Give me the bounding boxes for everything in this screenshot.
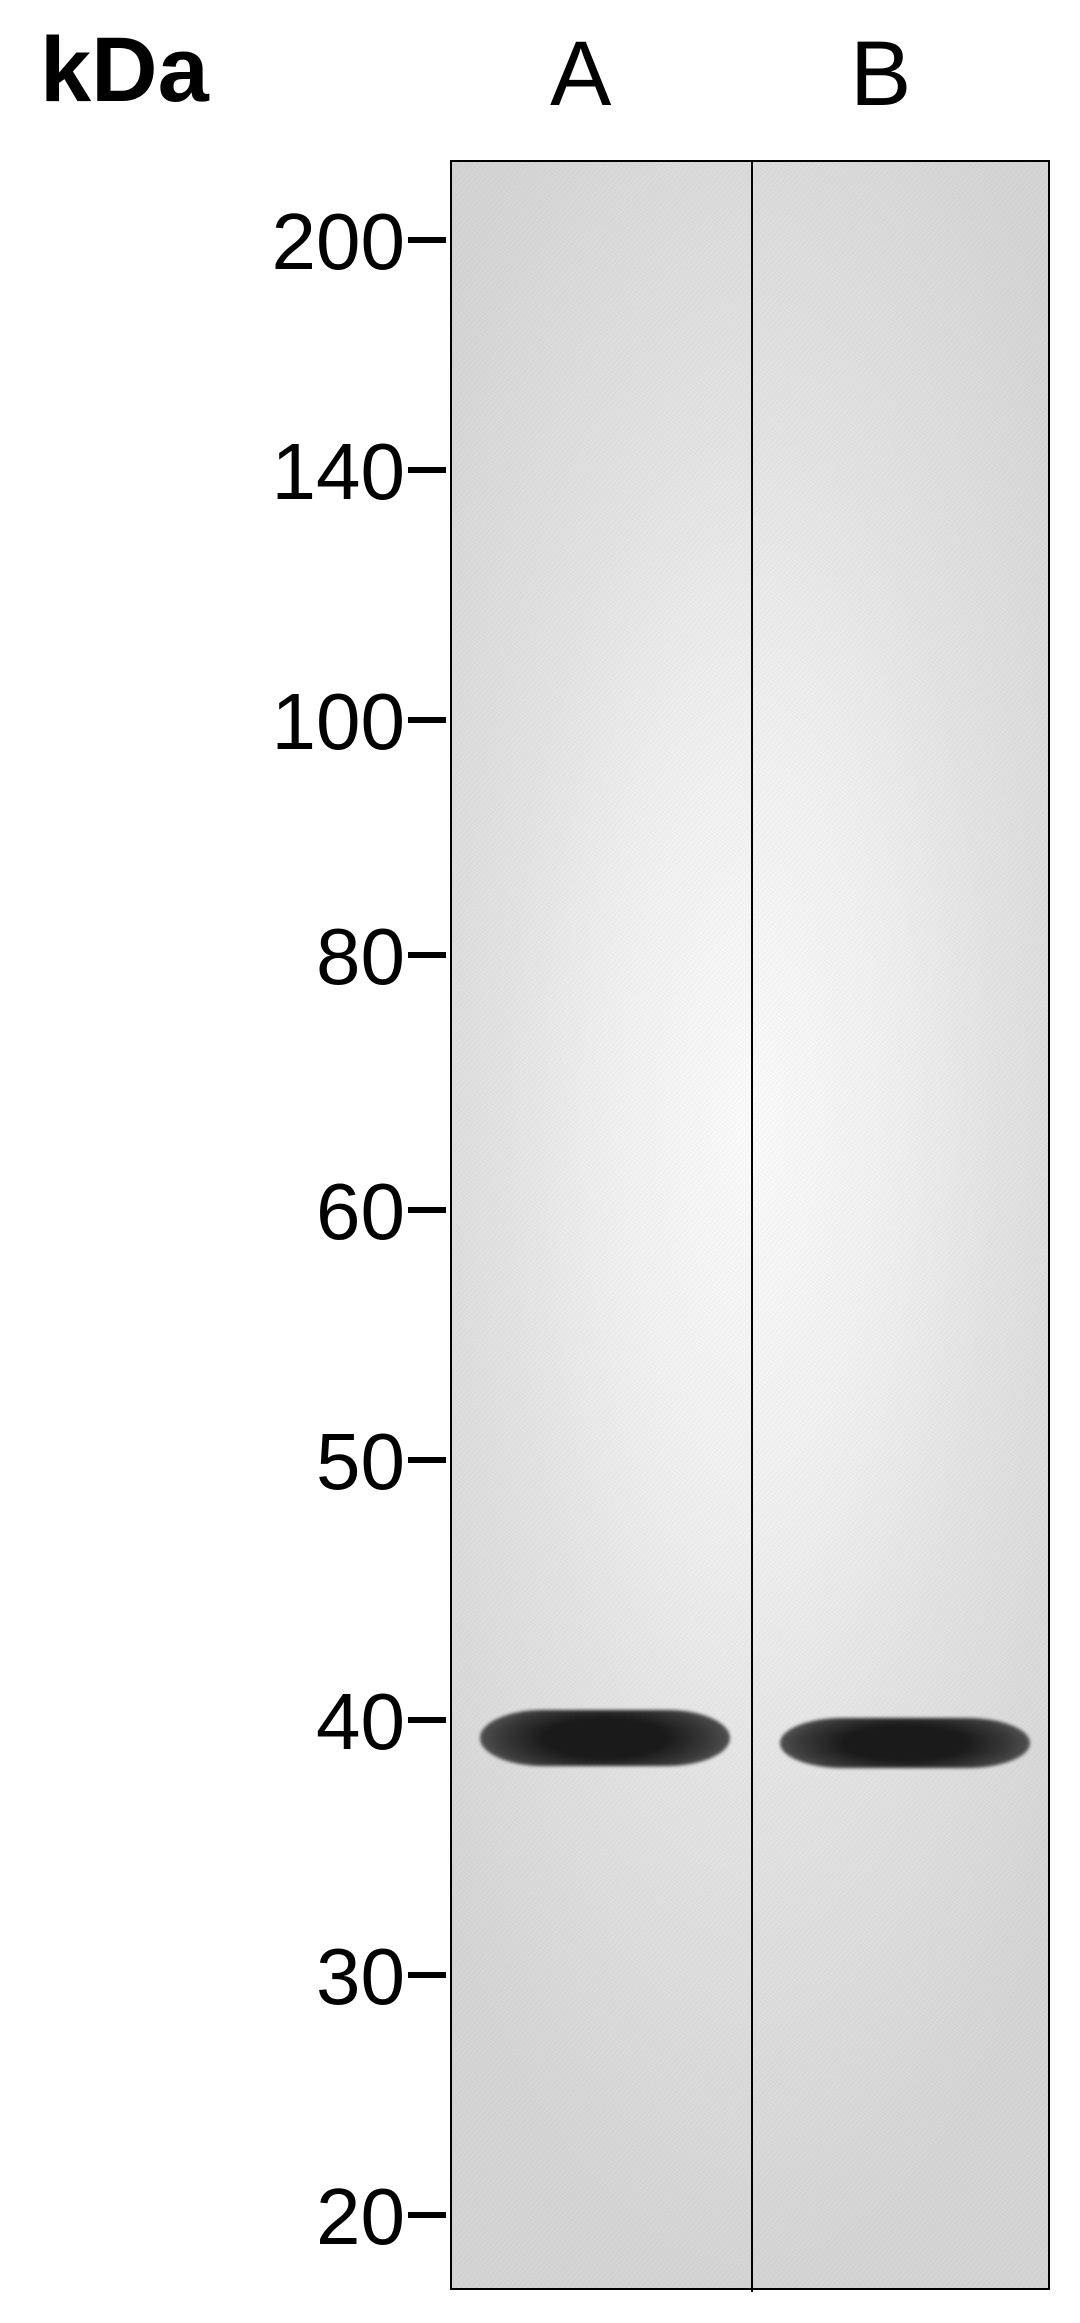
kda-header-label: kDa [40, 18, 209, 123]
ladder-tick-label: 80 [145, 911, 405, 1003]
ladder-tick-mark [408, 717, 446, 723]
ladder-tick-mark [408, 1972, 446, 1978]
western-blot-membrane [450, 160, 1050, 2290]
ladder-tick-mark [408, 1457, 446, 1463]
blot-figure: kDa A B 200 140 100 80 60 50 40 30 20 [0, 0, 1080, 2323]
ladder-tick-mark [408, 467, 446, 473]
lane-label-b: B [850, 22, 911, 127]
ladder-tick-label: 20 [145, 2171, 405, 2263]
ladder-tick-label: 50 [145, 1416, 405, 1508]
lane-divider [751, 162, 753, 2292]
lane-label-a: A [550, 22, 611, 127]
ladder-tick-mark [408, 1207, 446, 1213]
protein-band [480, 1710, 730, 1766]
protein-band [780, 1718, 1030, 1768]
ladder-tick-label: 30 [145, 1931, 405, 2023]
ladder-tick-label: 60 [145, 1166, 405, 1258]
ladder-tick-mark [408, 1717, 446, 1723]
ladder-tick-mark [408, 2212, 446, 2218]
ladder-tick-mark [408, 237, 446, 243]
ladder-tick-mark [408, 952, 446, 958]
ladder-tick-label: 100 [145, 676, 405, 768]
ladder-tick-label: 200 [145, 196, 405, 288]
ladder-tick-label: 140 [145, 426, 405, 518]
ladder-tick-label: 40 [145, 1676, 405, 1768]
